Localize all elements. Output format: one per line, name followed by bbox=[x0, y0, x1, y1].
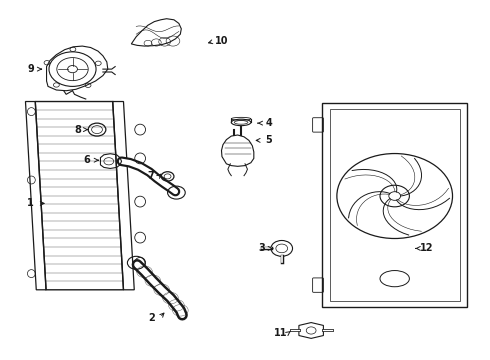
Text: 8: 8 bbox=[74, 125, 81, 135]
Text: 3: 3 bbox=[259, 243, 266, 253]
Text: 10: 10 bbox=[215, 36, 228, 46]
Text: 11: 11 bbox=[273, 328, 287, 338]
Text: 9: 9 bbox=[27, 64, 34, 74]
Text: 4: 4 bbox=[265, 118, 272, 128]
Text: 1: 1 bbox=[27, 198, 34, 208]
Text: 7: 7 bbox=[147, 171, 154, 181]
Text: 5: 5 bbox=[265, 135, 272, 145]
Text: 2: 2 bbox=[148, 312, 155, 323]
Text: 12: 12 bbox=[419, 243, 433, 253]
Text: 6: 6 bbox=[84, 155, 91, 165]
